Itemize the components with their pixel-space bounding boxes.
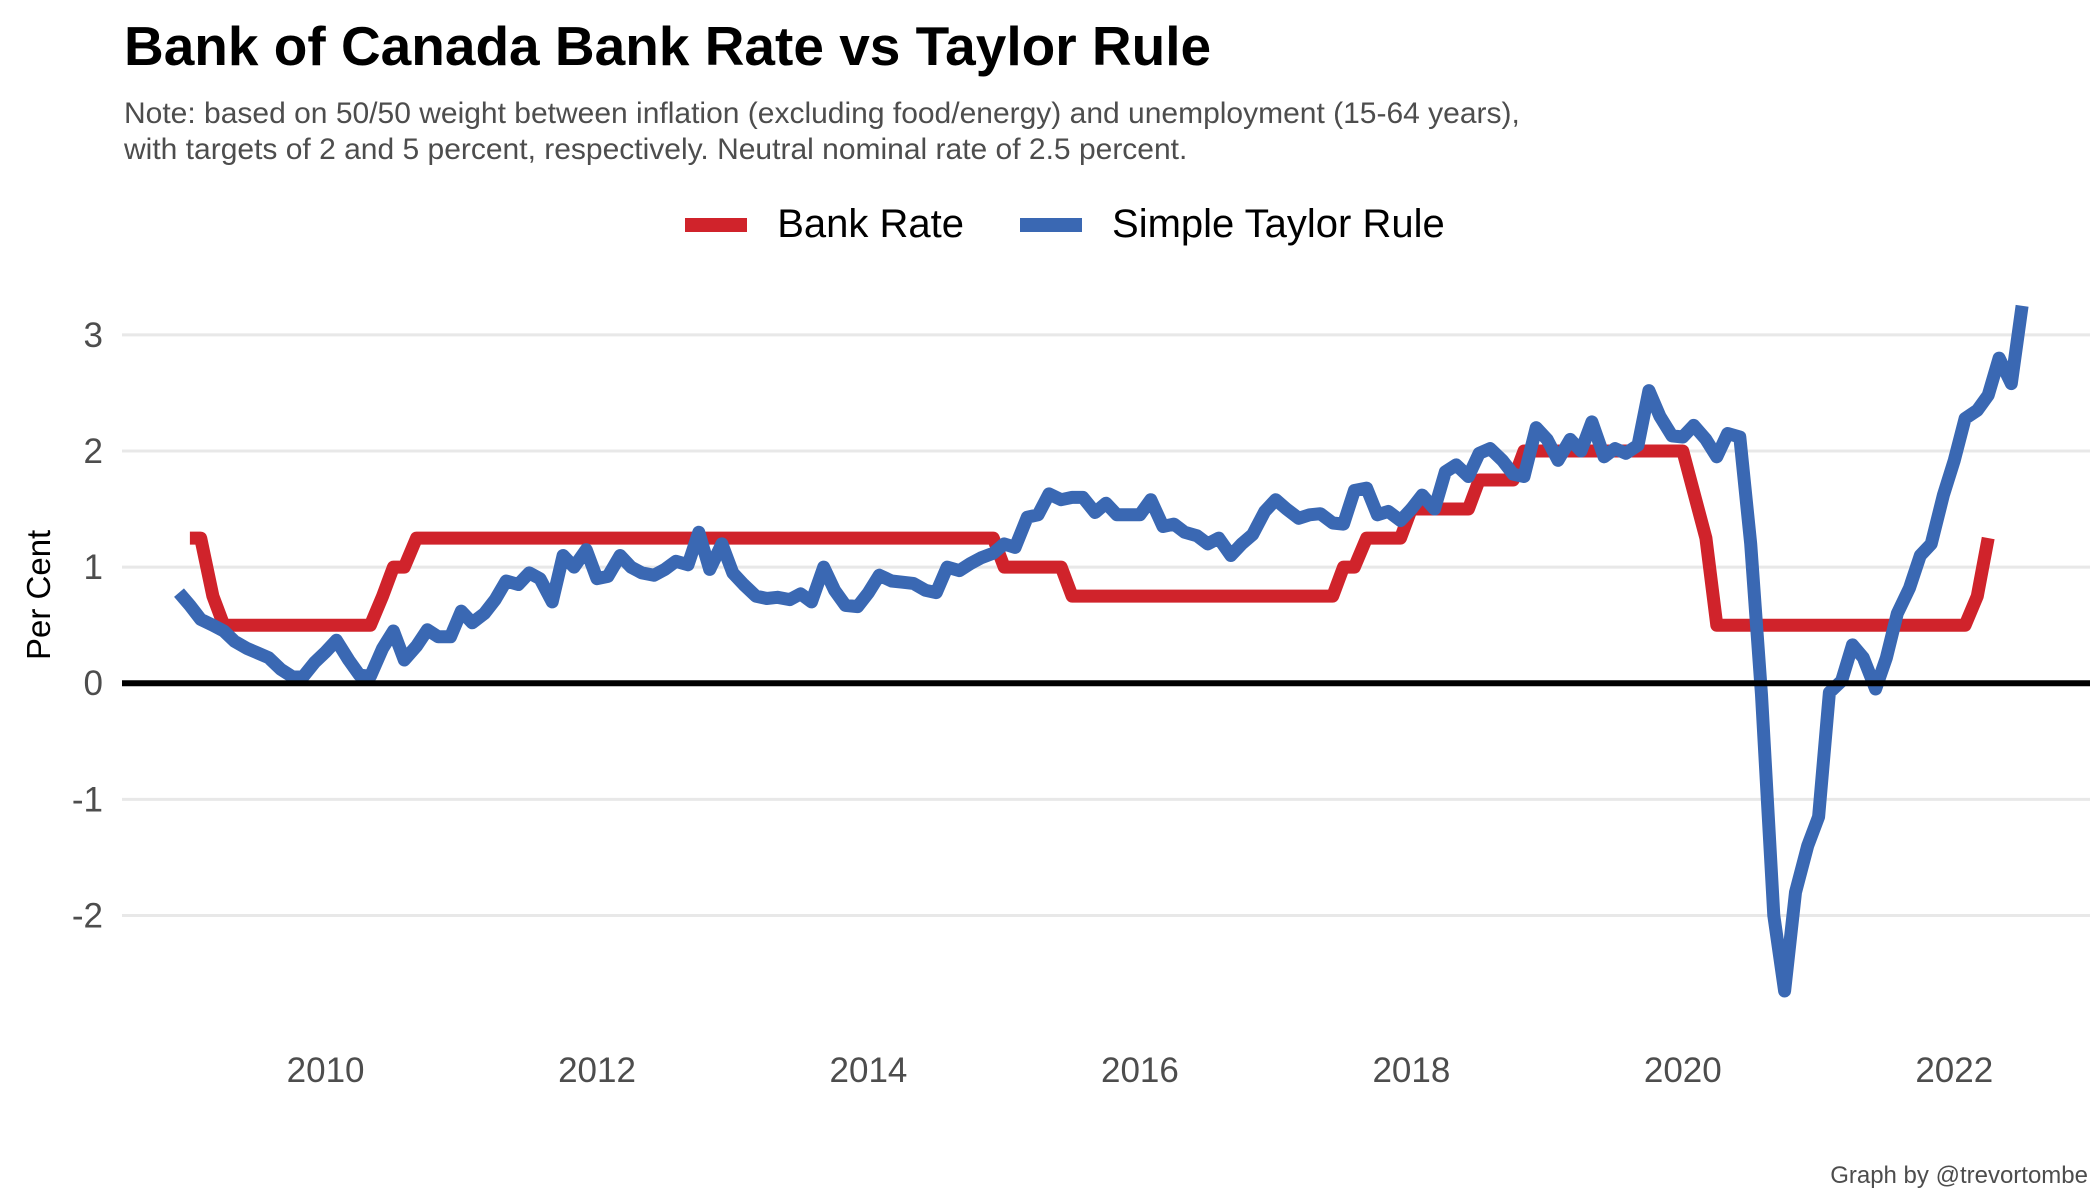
x-tick-label: 2010	[287, 1051, 365, 1090]
x-tick-label: 2016	[1101, 1051, 1179, 1090]
legend-key-bank-rate	[685, 217, 748, 232]
y-tick-label: 1	[84, 548, 103, 587]
series-line-taylor-rule	[174, 304, 2029, 998]
series-line-bank-rate	[189, 444, 1995, 632]
legend-label-taylor-rule: Simple Taylor Rule	[1112, 202, 1445, 246]
legend-key-taylor-rule	[1020, 217, 1083, 232]
y-tick-label: -2	[72, 896, 103, 935]
y-tick-label: 3	[84, 316, 103, 355]
chart-title: Bank of Canada Bank Rate vs Taylor Rule	[124, 15, 1212, 77]
x-tick-label: 2020	[1644, 1051, 1722, 1090]
y-tick-label: -1	[72, 780, 103, 819]
caption: Graph by @trevortombe	[1830, 1162, 2088, 1189]
legend-item-bank-rate: Bank Rate	[685, 202, 964, 247]
legend-item-taylor-rule: Simple Taylor Rule	[1020, 202, 1445, 247]
legend-label-bank-rate: Bank Rate	[777, 202, 965, 246]
x-tick-label: 2014	[830, 1051, 908, 1090]
subtitle-line-2: with targets of 2 and 5 percent, respect…	[124, 133, 1188, 166]
subtitle-line-1: Note: based on 50/50 weight between infl…	[124, 97, 1520, 130]
x-tick-label: 2012	[558, 1051, 636, 1090]
x-tick-label: 2018	[1372, 1051, 1450, 1090]
chart-subtitle: Note: based on 50/50 weight between infl…	[124, 96, 1824, 168]
chart-legend: Bank Rate Simple Taylor Rule	[0, 202, 2100, 247]
x-tick-label: 2022	[1915, 1051, 1993, 1090]
y-tick-label: 0	[84, 664, 103, 703]
y-tick-label: 2	[84, 432, 103, 471]
